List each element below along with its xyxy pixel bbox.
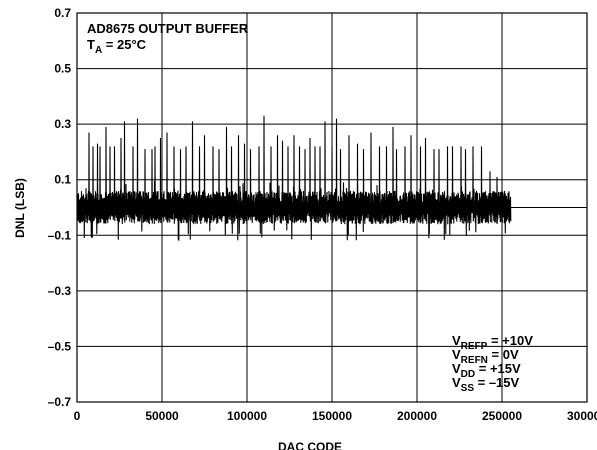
x-tick-label: 0	[74, 409, 81, 423]
y-tick-labels: –0.7 –0.5 –0.3 –0.1 0.1 0.3 0.5 0.7	[48, 6, 72, 409]
y-tick-label: –0.5	[48, 339, 72, 353]
plot-frame	[76, 12, 588, 403]
x-tick-label: 250000	[482, 409, 522, 423]
y-tick-label: –0.3	[48, 284, 72, 298]
y-tick-label: 0.7	[54, 6, 71, 20]
x-tick-label: 100000	[227, 409, 267, 423]
x-tick-label: 200000	[397, 409, 437, 423]
condition-label: VREFN = 0V	[452, 347, 519, 366]
y-tick-label: 0.3	[54, 117, 71, 131]
chart-subtitle: TA = 25°C	[87, 37, 147, 56]
y-tick-label: –0.1	[48, 228, 72, 242]
dnl-trace	[76, 115, 512, 241]
condition-label: VDD = +15V	[452, 361, 521, 380]
condition-label: VSS = –15V	[452, 375, 520, 394]
x-tick-label: 50000	[145, 409, 179, 423]
y-tick-label: 0.5	[54, 62, 71, 76]
dnl-series	[76, 115, 512, 241]
chart-title: AD8675 OUTPUT BUFFER	[87, 21, 249, 36]
x-tick-label: 300000	[567, 409, 597, 423]
condition-label: VREFP = +10V	[452, 333, 533, 352]
x-tick-labels: 0 50000 100000 150000 200000 250000 300000	[74, 409, 597, 423]
y-tick-label: 0.1	[54, 173, 71, 187]
x-axis-title: DAC CODE	[278, 440, 342, 450]
y-axis-title: DNL (LSB)	[13, 178, 27, 238]
x-tick-label: 150000	[312, 409, 352, 423]
y-tick-label: –0.7	[48, 395, 72, 409]
